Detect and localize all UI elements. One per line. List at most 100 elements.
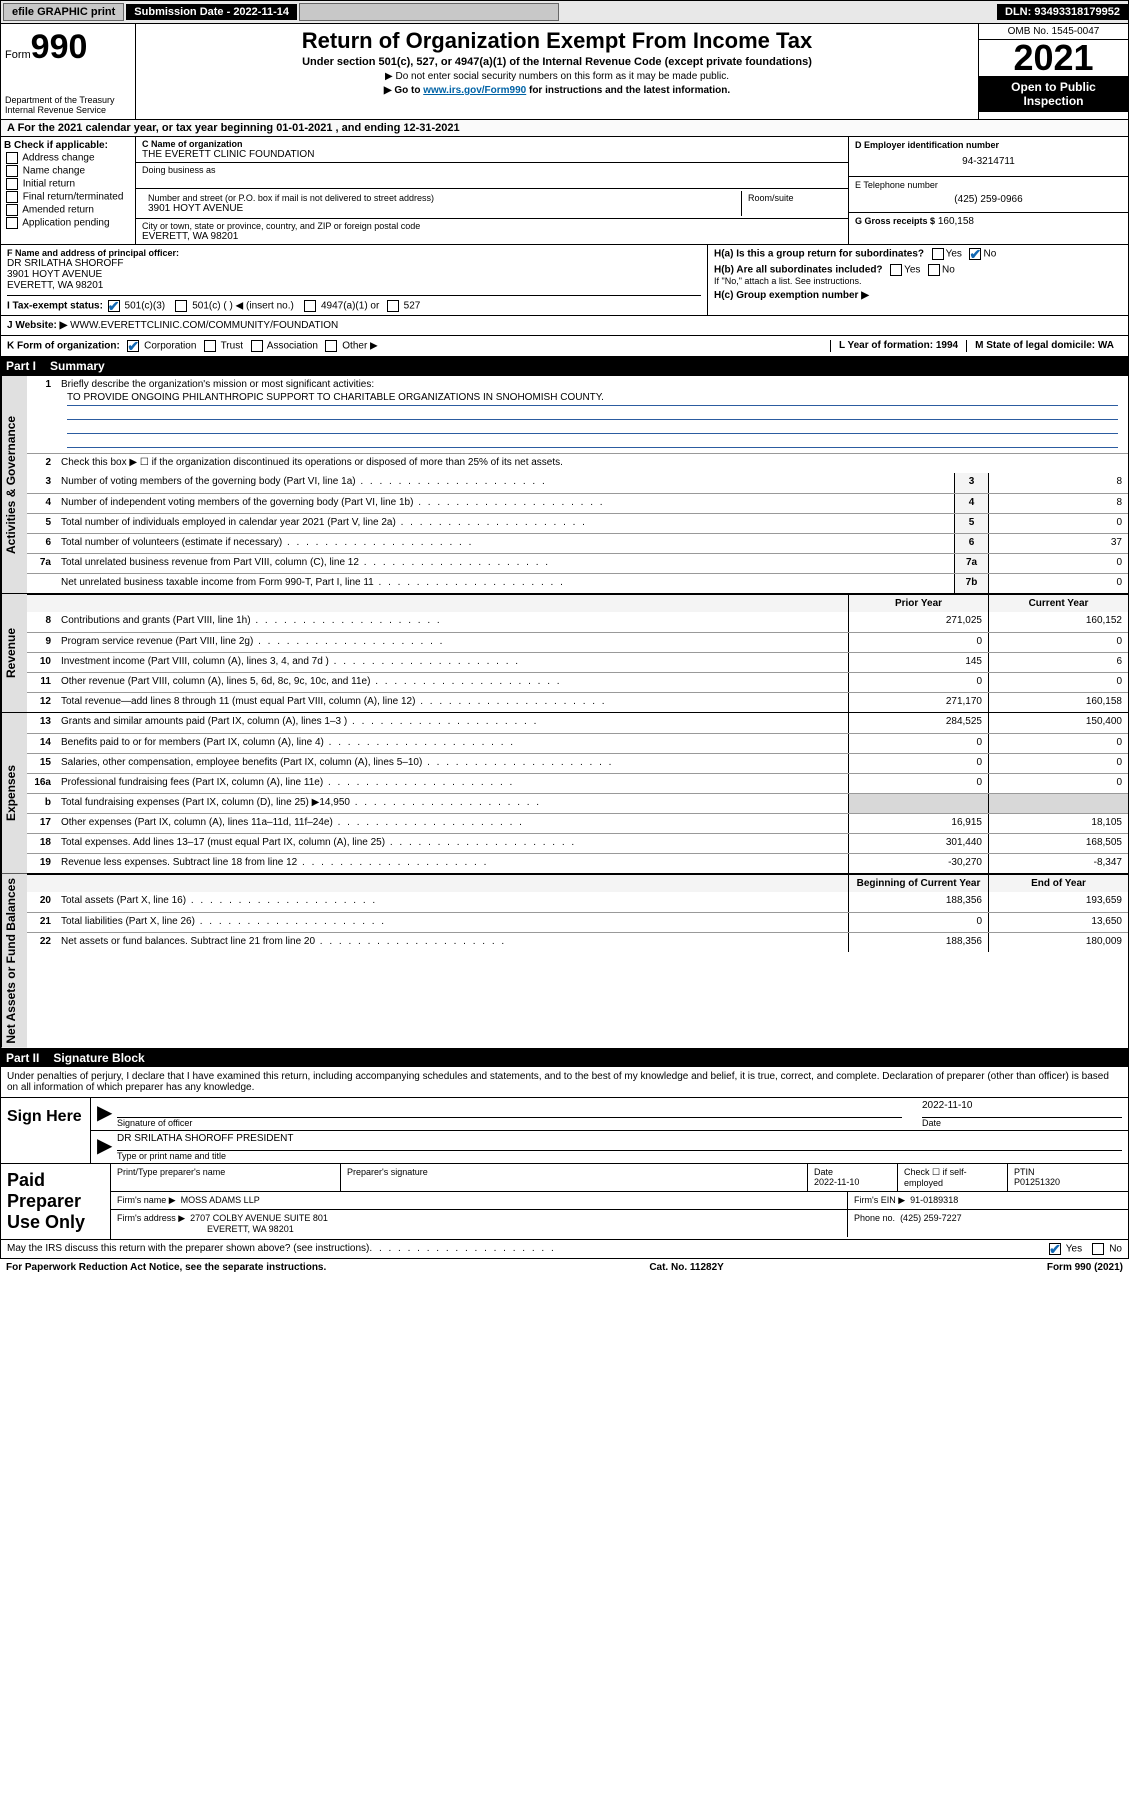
data-line: 19Revenue less expenses. Subtract line 1… xyxy=(27,853,1128,873)
data-line: 20Total assets (Part X, line 16)188,3561… xyxy=(27,892,1128,912)
chk-trust[interactable] xyxy=(204,340,216,352)
tab-net-assets: Net Assets or Fund Balances xyxy=(1,874,27,1048)
chk-4947[interactable] xyxy=(304,300,316,312)
row-j-website: J Website: ▶ WWW.EVERETTCLINIC.COM/COMMU… xyxy=(0,316,1129,336)
sig-date-label: Date xyxy=(922,1118,1122,1128)
tab-governance: Activities & Governance xyxy=(1,376,27,593)
data-line: 13Grants and similar amounts paid (Part … xyxy=(27,713,1128,733)
firm-ein-value: 91-0189318 xyxy=(910,1195,958,1205)
i-label: I Tax-exempt status: xyxy=(7,301,103,312)
org-name-label: C Name of organization xyxy=(142,139,842,149)
phone-label: Phone no. xyxy=(854,1213,895,1223)
chk-address-change[interactable]: Address change xyxy=(4,152,132,164)
tel-label: E Telephone number xyxy=(855,180,1122,190)
org-name: THE EVERETT CLINIC FOUNDATION xyxy=(142,149,842,160)
chk-hb-yes[interactable] xyxy=(890,264,902,276)
footer-mid: Cat. No. 11282Y xyxy=(649,1262,723,1273)
paid-preparer-block: Paid Preparer Use Only Print/Type prepar… xyxy=(1,1163,1128,1239)
sect-revenue: Revenue Prior Year Current Year 8Contrib… xyxy=(1,594,1128,713)
chk-hb-no[interactable] xyxy=(928,264,940,276)
sect-net-assets: Net Assets or Fund Balances Beginning of… xyxy=(1,874,1128,1048)
chk-initial-return[interactable]: Initial return xyxy=(4,178,132,190)
chk-discuss-yes[interactable] xyxy=(1049,1243,1061,1255)
h-c: H(c) Group exemption number ▶ xyxy=(714,290,1122,301)
chk-discuss-no[interactable] xyxy=(1092,1243,1104,1255)
rev-col-hdr: Prior Year Current Year xyxy=(27,594,1128,612)
chk-501c3[interactable] xyxy=(108,300,120,312)
sect-expenses: Expenses 13Grants and similar amounts pa… xyxy=(1,713,1128,874)
city-value: EVERETT, WA 98201 xyxy=(142,231,842,242)
data-line: 11Other revenue (Part VIII, column (A), … xyxy=(27,672,1128,692)
tel-value: (425) 259-0966 xyxy=(855,190,1122,209)
gov-line: 6Total number of volunteers (estimate if… xyxy=(27,533,1128,553)
irs-link[interactable]: www.irs.gov/Form990 xyxy=(423,85,526,96)
room-label: Room/suite xyxy=(748,193,836,203)
chk-assoc[interactable] xyxy=(251,340,263,352)
tab-revenue: Revenue xyxy=(1,594,27,712)
firm-name-label: Firm's name ▶ xyxy=(117,1195,176,1205)
j-label: J Website: ▶ xyxy=(7,320,67,331)
part1-body: Activities & Governance 1 Briefly descri… xyxy=(0,375,1129,1049)
col-end: End of Year xyxy=(988,875,1128,892)
chk-ha-yes[interactable] xyxy=(932,248,944,260)
page-footer: For Paperwork Reduction Act Notice, see … xyxy=(0,1259,1129,1276)
chk-ha-no[interactable] xyxy=(969,248,981,260)
dln-label: DLN: 93493318179952 xyxy=(997,4,1128,20)
part1-num: Part I xyxy=(6,359,36,373)
q2-text: Check this box ▶ ☐ if the organization d… xyxy=(57,454,1128,473)
prep-check-self: Check ☐ if self-employed xyxy=(898,1164,1008,1191)
addr-value: 3901 HOYT AVENUE xyxy=(148,203,735,214)
firm-name-value: MOSS ADAMS LLP xyxy=(181,1195,260,1205)
gov-line: Net unrelated business taxable income fr… xyxy=(27,573,1128,593)
form-word: Form xyxy=(5,49,31,61)
top-toolbar: efile GRAPHIC print Submission Date - 20… xyxy=(0,0,1129,24)
signature-block: Under penalties of perjury, I declare th… xyxy=(0,1067,1129,1259)
chk-other[interactable] xyxy=(325,340,337,352)
part2-header: Part II Signature Block xyxy=(0,1049,1129,1067)
f-label: F Name and address of principal officer: xyxy=(7,248,701,258)
dept-treasury: Department of the Treasury Internal Reve… xyxy=(5,95,131,115)
tax-year: 2021 xyxy=(979,40,1128,76)
data-line: 18Total expenses. Add lines 13–17 (must … xyxy=(27,833,1128,853)
discuss-row: May the IRS discuss this return with the… xyxy=(1,1239,1128,1258)
declaration-text: Under penalties of perjury, I declare th… xyxy=(1,1067,1128,1098)
col-d-ein-block: D Employer identification number 94-3214… xyxy=(848,137,1128,244)
prep-date-value: 2022-11-10 xyxy=(814,1177,891,1187)
chk-app-pending[interactable]: Application pending xyxy=(4,217,132,229)
data-line: 14Benefits paid to or for members (Part … xyxy=(27,733,1128,753)
data-line: 21Total liabilities (Part X, line 26)013… xyxy=(27,912,1128,932)
ptin-value: P01251320 xyxy=(1014,1177,1122,1187)
chk-name-change[interactable]: Name change xyxy=(4,165,132,177)
blank-button xyxy=(299,3,559,21)
chk-501c[interactable] xyxy=(175,300,187,312)
instruction-line-2: ▶ Go to www.irs.gov/Form990 for instruct… xyxy=(140,85,974,96)
data-line: 8Contributions and grants (Part VIII, li… xyxy=(27,612,1128,632)
gross-value: 160,158 xyxy=(938,216,974,227)
part2-num: Part II xyxy=(6,1051,39,1065)
h-a: H(a) Is this a group return for subordin… xyxy=(714,248,1122,260)
chk-final-return[interactable]: Final return/terminated xyxy=(4,191,132,203)
chk-527[interactable] xyxy=(387,300,399,312)
row-a-tax-year: A For the 2021 calendar year, or tax yea… xyxy=(0,120,1129,137)
gov-line: 3Number of voting members of the governi… xyxy=(27,473,1128,493)
chk-corp[interactable] xyxy=(127,340,139,352)
row-k-form-org: K Form of organization: Corporation Trus… xyxy=(0,336,1129,357)
k-label: K Form of organization: xyxy=(7,341,120,352)
form-subtitle: Under section 501(c), 527, or 4947(a)(1)… xyxy=(140,56,974,68)
sect-governance: Activities & Governance 1 Briefly descri… xyxy=(1,376,1128,594)
j-value: WWW.EVERETTCLINIC.COM/COMMUNITY/FOUNDATI… xyxy=(70,320,338,331)
f-name: DR SRILATHA SHOROFF xyxy=(7,258,701,269)
q1-text: Briefly describe the organization's miss… xyxy=(61,379,374,390)
efile-button[interactable]: efile GRAPHIC print xyxy=(3,3,124,21)
data-line: 16aProfessional fundraising fees (Part I… xyxy=(27,773,1128,793)
prep-name-label: Print/Type preparer's name xyxy=(111,1164,341,1191)
open-inspection: Open to Public Inspection xyxy=(979,76,1128,112)
part1-header: Part I Summary xyxy=(0,357,1129,375)
chk-amended[interactable]: Amended return xyxy=(4,204,132,216)
data-line: 17Other expenses (Part IX, column (A), l… xyxy=(27,813,1128,833)
data-line: 9Program service revenue (Part VIII, lin… xyxy=(27,632,1128,652)
firm-ein-label: Firm's EIN ▶ xyxy=(854,1195,905,1205)
gov-line: 7aTotal unrelated business revenue from … xyxy=(27,553,1128,573)
ein-label: D Employer identification number xyxy=(855,140,1122,150)
submission-date: Submission Date - 2022-11-14 xyxy=(126,4,297,20)
